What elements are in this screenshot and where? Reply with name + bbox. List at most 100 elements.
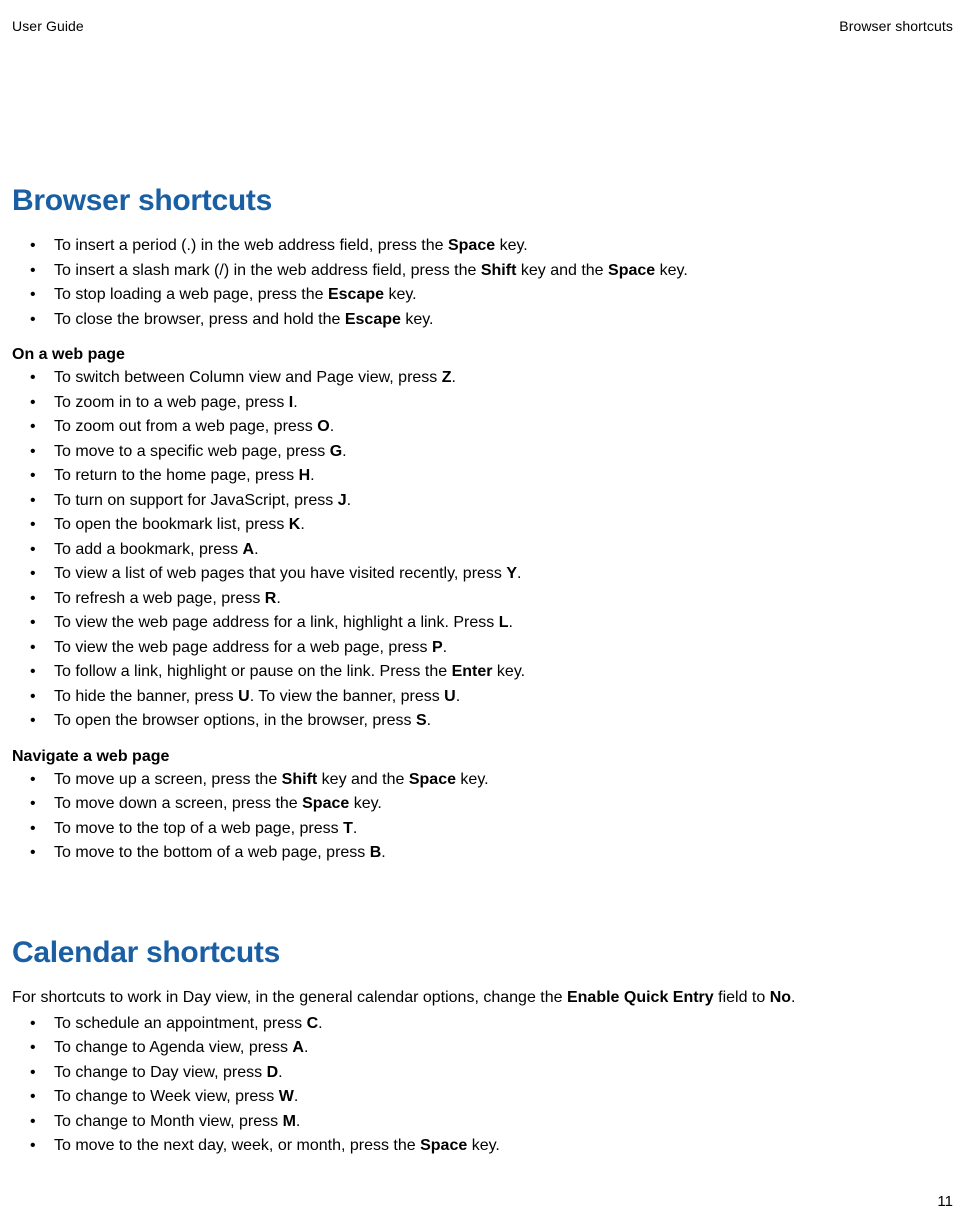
text: key.	[349, 795, 382, 812]
text: .	[278, 1064, 282, 1081]
key: H	[299, 467, 311, 484]
key: Escape	[328, 286, 384, 303]
text: .	[304, 1039, 308, 1056]
key: W	[279, 1088, 294, 1105]
key: U	[238, 688, 250, 705]
text: To refresh a web page, press	[54, 590, 265, 607]
key: G	[330, 443, 342, 460]
text: To move up a screen, press the	[54, 771, 282, 788]
text: .	[294, 1088, 298, 1105]
text: key and the	[516, 262, 608, 279]
text: To move to the next day, week, or month,…	[54, 1137, 420, 1154]
list-item: To insert a slash mark (/) in the web ad…	[54, 259, 953, 284]
list-item: To insert a period (.) in the web addres…	[54, 234, 953, 259]
list-item: To change to Month view, press M.	[54, 1110, 953, 1135]
text: To add a bookmark, press	[54, 541, 243, 558]
key: R	[265, 590, 277, 607]
text: . To view the banner, press	[250, 688, 444, 705]
list-item: To view a list of web pages that you hav…	[54, 562, 953, 587]
list-item: To open the bookmark list, press K.	[54, 513, 953, 538]
key: Escape	[345, 311, 401, 328]
nav-list: To move up a screen, press the Shift key…	[12, 768, 953, 866]
text: .	[427, 712, 431, 729]
text: key.	[401, 311, 434, 328]
key: A	[292, 1039, 304, 1056]
list-item: To turn on support for JavaScript, press…	[54, 489, 953, 514]
browser-intro-list: To insert a period (.) in the web addres…	[12, 234, 953, 332]
list-item: To zoom out from a web page, press O.	[54, 415, 953, 440]
text: To turn on support for JavaScript, press	[54, 492, 338, 509]
list-item: To return to the home page, press H.	[54, 464, 953, 489]
field-value: No	[770, 989, 791, 1006]
list-item: To move down a screen, press the Space k…	[54, 792, 953, 817]
text: key.	[467, 1137, 500, 1154]
text: To open the browser options, in the brow…	[54, 712, 416, 729]
list-item: To stop loading a web page, press the Es…	[54, 283, 953, 308]
list-item: To change to Agenda view, press A.	[54, 1036, 953, 1061]
text: To open the bookmark list, press	[54, 516, 289, 533]
key: S	[416, 712, 427, 729]
key: Space	[420, 1137, 467, 1154]
key: Shift	[282, 771, 318, 788]
list-item: To view the web page address for a web p…	[54, 636, 953, 661]
text: To view the web page address for a web p…	[54, 639, 432, 656]
key: A	[243, 541, 255, 558]
nav-heading: Navigate a web page	[12, 748, 953, 766]
text: To view a list of web pages that you hav…	[54, 565, 506, 582]
key: B	[370, 844, 382, 861]
list-item: To close the browser, press and hold the…	[54, 308, 953, 333]
key: Z	[442, 369, 452, 386]
calendar-shortcuts-title: Calendar shortcuts	[12, 936, 953, 970]
text: To insert a slash mark (/) in the web ad…	[54, 262, 481, 279]
text: To stop loading a web page, press the	[54, 286, 328, 303]
list-item: To move to the bottom of a web page, pre…	[54, 841, 953, 866]
text: key.	[456, 771, 489, 788]
key: U	[444, 688, 456, 705]
key: K	[289, 516, 301, 533]
key: Space	[409, 771, 456, 788]
list-item: To view the web page address for a link,…	[54, 611, 953, 636]
text: .	[347, 492, 351, 509]
key: O	[317, 418, 329, 435]
text: .	[381, 844, 385, 861]
text: .	[318, 1015, 322, 1032]
key: Y	[506, 565, 517, 582]
text: .	[508, 614, 512, 631]
calendar-intro: For shortcuts to work in Day view, in th…	[12, 986, 953, 1010]
text: .	[276, 590, 280, 607]
text: .	[791, 989, 795, 1006]
text: .	[353, 820, 357, 837]
key: M	[283, 1113, 296, 1130]
text: key and the	[317, 771, 409, 788]
text: To schedule an appointment, press	[54, 1015, 307, 1032]
text: To change to Week view, press	[54, 1088, 279, 1105]
header-right: Browser shortcuts	[839, 18, 953, 34]
list-item: To refresh a web page, press R.	[54, 587, 953, 612]
browser-shortcuts-title: Browser shortcuts	[12, 184, 953, 218]
key: D	[267, 1064, 279, 1081]
key: C	[307, 1015, 319, 1032]
text: To change to Agenda view, press	[54, 1039, 292, 1056]
text: .	[517, 565, 521, 582]
text: key.	[384, 286, 417, 303]
list-item: To move to the top of a web page, press …	[54, 817, 953, 842]
page-container: User Guide Browser shortcuts Browser sho…	[0, 0, 973, 1228]
text: .	[296, 1113, 300, 1130]
calendar-list: To schedule an appointment, press C. To …	[12, 1012, 953, 1159]
text: To follow a link, highlight or pause on …	[54, 663, 452, 680]
text: .	[310, 467, 314, 484]
text: field to	[714, 989, 770, 1006]
text: key.	[495, 237, 528, 254]
text: .	[443, 639, 447, 656]
key: Space	[608, 262, 655, 279]
text: To move to the top of a web page, press	[54, 820, 343, 837]
onpage-list: To switch between Column view and Page v…	[12, 366, 953, 734]
list-item: To move up a screen, press the Shift key…	[54, 768, 953, 793]
text: .	[456, 688, 460, 705]
text: .	[254, 541, 258, 558]
list-item: To hide the banner, press U. To view the…	[54, 685, 953, 710]
list-item: To open the browser options, in the brow…	[54, 709, 953, 734]
text: To move down a screen, press the	[54, 795, 302, 812]
text: .	[330, 418, 334, 435]
key: Space	[448, 237, 495, 254]
